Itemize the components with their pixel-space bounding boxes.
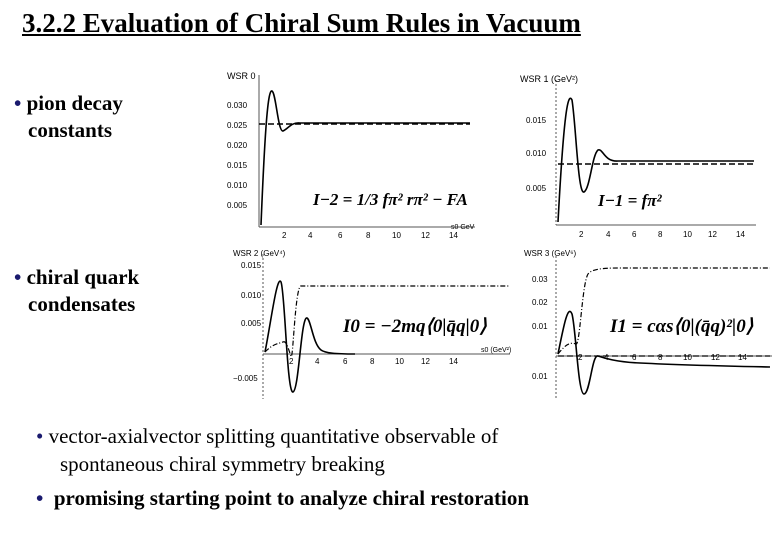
x-tick: 6 xyxy=(343,357,348,366)
y-tick: 0.005 xyxy=(227,201,248,210)
x-tick: 14 xyxy=(738,353,747,362)
y-tick: 0.015 xyxy=(241,261,262,270)
x-tick: 6 xyxy=(632,230,637,239)
wsr2-plot: WSR 2 (GeV⁴) 0.015 0.010 0.005 −0.005 2 … xyxy=(233,249,511,399)
x-tick: 10 xyxy=(395,357,404,366)
wsr3-dashdot-curve xyxy=(557,267,770,355)
y-tick: 0.01 xyxy=(532,372,548,381)
x-tick: 14 xyxy=(736,230,745,239)
y-tick: 0.015 xyxy=(227,161,248,170)
bottom-bullet-list: • vector-axialvector splitting quantitat… xyxy=(36,422,529,512)
x-tick: 4 xyxy=(604,353,609,362)
x-tick: 8 xyxy=(370,357,375,366)
list-item-text: promising starting point to analyze chir… xyxy=(53,486,530,510)
panel-wsr1: WSR 1 (GeV²) 0.015 0.010 0.005 2 4 6 8 1… xyxy=(508,70,758,240)
wsr0-plot: WSR 0 0.030 0.025 0.020 0.015 0.010 0.00… xyxy=(227,71,475,240)
slide-title: 3.2.2 Evaluation of Chiral Sum Rules in … xyxy=(22,8,581,38)
x-unit: s0 GeV xyxy=(451,224,475,231)
wsr2-curve xyxy=(264,280,356,393)
panel-wsr3: WSR 3 (GeV⁶) 0.03 0.02 0.01 0.01 2 4 6 8… xyxy=(520,244,775,402)
y-tick: 0.01 xyxy=(532,322,548,331)
formula-wsr2: I0 = −2mq⟨0|q̄q|0⟩ xyxy=(342,316,487,337)
x-tick: 6 xyxy=(632,353,637,362)
x-tick: 14 xyxy=(449,231,458,240)
y-tick: 0.030 xyxy=(227,101,248,110)
x-unit: s0 (GeV²) xyxy=(481,347,511,354)
x-tick: 2 xyxy=(289,357,294,366)
y-tick: 0.020 xyxy=(227,141,248,150)
y-tick: 0.010 xyxy=(241,291,262,300)
panel-title: WSR 0 xyxy=(227,71,256,81)
y-tick: −0.005 xyxy=(233,374,258,383)
wsr3-curve xyxy=(557,310,771,395)
y-tick: 0.02 xyxy=(532,298,548,307)
list-item: • promising starting point to analyze ch… xyxy=(36,484,529,512)
bullet-dot: • xyxy=(14,91,22,115)
x-tick: 12 xyxy=(708,230,717,239)
x-tick: 4 xyxy=(308,231,313,240)
x-tick: 6 xyxy=(338,231,343,240)
bullet-text-line1: chiral quark xyxy=(26,265,140,289)
x-tick: 10 xyxy=(683,230,692,239)
panel-title: WSR 2 (GeV⁴) xyxy=(233,249,286,258)
x-tick: 2 xyxy=(579,230,584,239)
bullet-pion-decay: • pion decay constants xyxy=(14,90,123,144)
bullet-dot: • xyxy=(36,486,44,510)
y-tick: 0.010 xyxy=(526,149,547,158)
y-tick: 0.025 xyxy=(227,121,248,130)
y-tick: 0.015 xyxy=(526,116,547,125)
y-tick: 0.005 xyxy=(241,319,262,328)
x-tick: 2 xyxy=(578,353,583,362)
wsr1-plot: WSR 1 (GeV²) 0.015 0.010 0.005 2 4 6 8 1… xyxy=(520,74,756,239)
x-tick: 12 xyxy=(421,357,430,366)
x-tick: 8 xyxy=(366,231,371,240)
wsr0-curve xyxy=(260,90,470,226)
bullet-dot: • xyxy=(36,424,44,448)
wsr3-plot: WSR 3 (GeV⁶) 0.03 0.02 0.01 0.01 2 4 6 8… xyxy=(524,249,772,399)
x-tick: 12 xyxy=(711,353,720,362)
list-item: • vector-axialvector splitting quantitat… xyxy=(36,422,529,450)
formula-wsr1: I−1 = fπ² xyxy=(597,191,663,210)
x-tick: 14 xyxy=(449,357,458,366)
x-tick: 10 xyxy=(392,231,401,240)
y-tick: 0.03 xyxy=(532,275,548,284)
panel-wsr0: WSR 0 0.030 0.025 0.020 0.015 0.010 0.00… xyxy=(225,67,477,240)
x-tick: 8 xyxy=(658,353,663,362)
wsr1-curve xyxy=(557,97,754,223)
formula-wsr0: I−2 = 1/3 fπ² rπ² − FA xyxy=(312,190,468,209)
list-item-text: vector-axialvector splitting quantitativ… xyxy=(48,424,499,448)
wsr2-dashdot-curve xyxy=(264,285,509,357)
panel-wsr2: WSR 2 (GeV⁴) 0.015 0.010 0.005 −0.005 2 … xyxy=(225,244,515,402)
x-tick: 10 xyxy=(683,353,692,362)
bullet-chiral-quark: • chiral quark condensates xyxy=(14,264,139,318)
x-tick: 12 xyxy=(421,231,430,240)
x-tick: 2 xyxy=(282,231,287,240)
x-tick: 4 xyxy=(315,357,320,366)
y-tick: 0.005 xyxy=(526,184,547,193)
panel-title: WSR 1 (GeV²) xyxy=(520,74,578,84)
bullet-text-line2: constants xyxy=(28,118,113,142)
y-tick: 0.010 xyxy=(227,181,248,190)
x-tick: 8 xyxy=(658,230,663,239)
x-tick: 4 xyxy=(606,230,611,239)
bullet-text-line1: pion decay xyxy=(26,91,123,115)
bullet-text-line2: condensates xyxy=(28,292,136,316)
bullet-dot: • xyxy=(14,265,22,289)
panel-title: WSR 3 (GeV⁶) xyxy=(524,249,577,258)
list-item-continuation: spontaneous chiral symmetry breaking xyxy=(60,452,385,476)
formula-wsr3: I1 = cαs⟨0|(q̄q)²|0⟩ xyxy=(609,316,754,337)
